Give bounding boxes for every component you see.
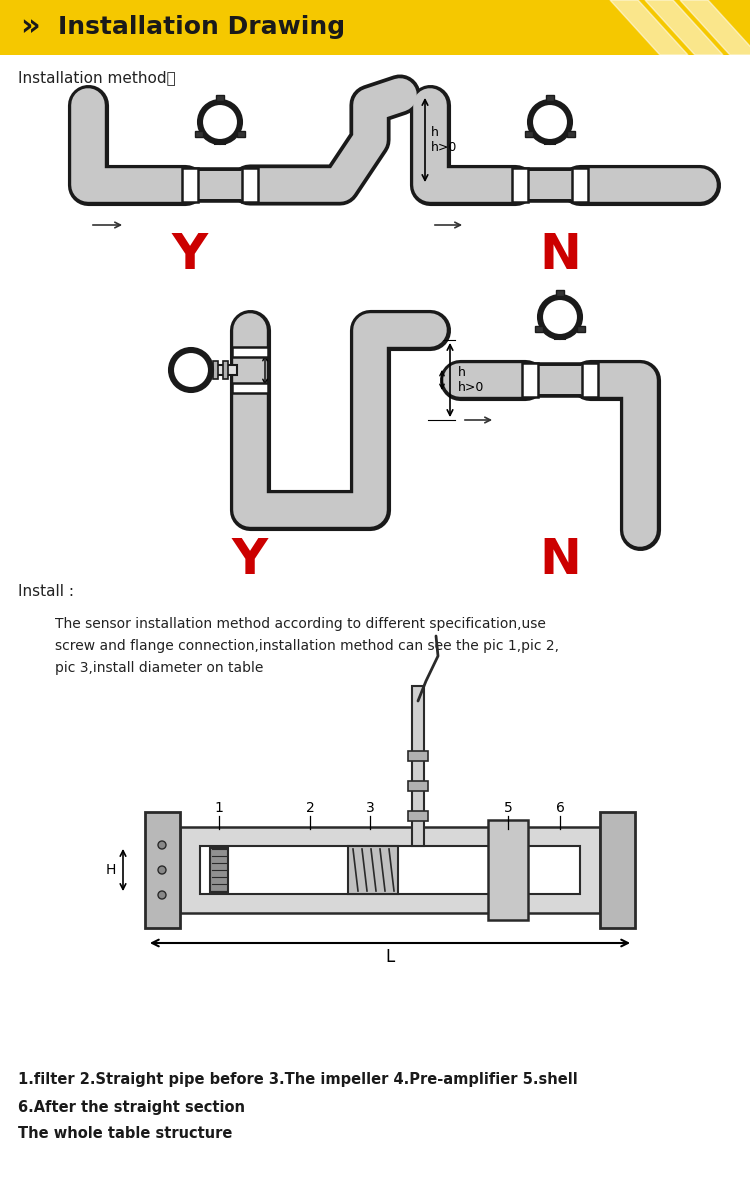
Bar [488,820,528,920]
Text: L: L [386,948,394,967]
Text: 1.filter 2.Straight pipe before 3.The impeller 4.Pre-amplifier 5.shell: 1.filter 2.Straight pipe before 3.The im… [18,1072,578,1088]
Text: h
h>0: h h>0 [458,366,484,394]
Polygon shape [680,0,750,55]
Text: 5: 5 [504,801,512,815]
Bar [242,168,258,202]
Bar [200,846,580,894]
Text: Y: Y [172,231,208,279]
Bar [237,130,244,138]
Bar [232,347,268,357]
Bar [211,365,237,375]
Bar [0,0,750,55]
Bar [211,125,229,130]
Bar [211,133,229,138]
Bar [232,383,268,393]
Text: 1: 1 [214,801,223,815]
Bar [182,168,198,202]
Bar [223,361,228,380]
Text: »: » [20,13,40,42]
Bar [541,133,559,138]
Bar [582,363,598,397]
Bar [210,848,228,892]
Bar [195,130,203,138]
Bar [551,320,569,325]
Circle shape [202,104,238,140]
Circle shape [158,841,166,849]
Bar [215,116,225,144]
Polygon shape [610,0,688,55]
Text: Installation Drawing: Installation Drawing [58,15,345,39]
Text: The sensor installation method according to different specification,use: The sensor installation method according… [55,617,546,631]
Text: Installation method：: Installation method： [18,70,176,85]
Text: The whole table structure: The whole table structure [18,1126,232,1141]
Polygon shape [645,0,723,55]
Text: 4: 4 [416,801,424,815]
Text: Y: Y [232,536,268,584]
Text: 2: 2 [306,801,314,815]
Text: pic 3,install diameter on table: pic 3,install diameter on table [55,661,263,675]
Bar [145,812,180,927]
Text: h
h>0: h h>0 [431,126,457,154]
Bar [555,311,565,339]
Bar [412,686,424,846]
Bar [546,95,554,101]
Text: Install :: Install : [18,585,74,599]
Bar [572,168,588,202]
Bar [556,291,564,296]
Circle shape [158,866,166,874]
Circle shape [532,104,568,140]
Text: H: H [106,863,116,876]
Circle shape [158,891,166,899]
Bar [216,95,224,101]
Bar [180,827,600,913]
Text: N: N [539,231,581,279]
Bar [408,811,428,821]
Bar [541,125,559,130]
Bar [545,116,555,144]
Bar [512,168,528,202]
Circle shape [538,295,582,339]
Bar [567,130,574,138]
Bar [408,751,428,761]
Bar [348,846,398,894]
Circle shape [528,100,572,144]
Bar [577,326,585,332]
Circle shape [542,299,578,334]
Text: screw and flange connection,installation method can see the pic 1,pic 2,: screw and flange connection,installation… [55,639,559,653]
Bar [551,329,569,333]
Text: N: N [539,536,581,584]
Bar [213,361,218,380]
Text: 3: 3 [366,801,374,815]
Bar [536,326,543,332]
Text: 6: 6 [556,801,565,815]
Circle shape [169,347,213,393]
Bar [600,812,635,927]
Text: 6.After the straight section: 6.After the straight section [18,1099,245,1115]
Bar [408,782,428,791]
Circle shape [173,352,209,388]
Bar [522,363,538,397]
Circle shape [198,100,242,144]
Bar [525,130,533,138]
